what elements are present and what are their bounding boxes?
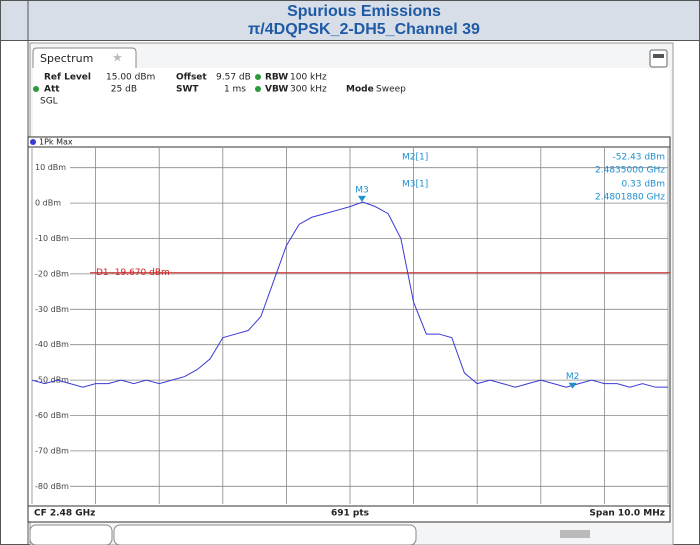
marker: [357, 195, 366, 202]
setting-label: SWT: [176, 85, 199, 95]
footer-cf: CF 2.48 GHz: [34, 509, 95, 519]
y-tick-label: -40 dBm: [35, 340, 69, 349]
setting-value: 25 dB: [111, 85, 137, 95]
y-tick-label: -30 dBm: [35, 305, 69, 314]
trace-label: 1Pk Max: [39, 138, 73, 147]
footer-points: 691 pts: [331, 509, 369, 519]
menu-icon: [653, 54, 664, 58]
setting-label: Mode: [346, 85, 374, 95]
spectrum-tab[interactable]: [32, 47, 137, 68]
softkey[interactable]: [29, 524, 113, 545]
y-tick-label: -10 dBm: [35, 234, 69, 243]
marker-table-label: M3[1]: [402, 180, 428, 190]
y-tick-label: 0 dBm: [35, 199, 61, 208]
setting-value: 300 kHz: [290, 85, 327, 95]
tab-icon: ★: [112, 51, 123, 65]
y-tick-label: -70 dBm: [35, 446, 69, 455]
settings-panel: [33, 68, 670, 136]
menu-button[interactable]: [649, 49, 668, 68]
marker: [568, 382, 577, 389]
setting-label: RBW: [265, 73, 288, 83]
marker-name: M2: [566, 372, 580, 382]
header-cell: [0, 0, 700, 41]
setting-label: VBW: [265, 85, 288, 95]
subtitle: π/4DQPSK_2-DH5_Channel 39: [248, 21, 480, 38]
marker-table-x: 2.4835000 GHz: [595, 166, 665, 176]
footer-span: Span 10.0 MHz: [589, 509, 665, 519]
y-tick-label: -80 dBm: [35, 482, 69, 491]
setting-value: 9.57 dB: [216, 73, 251, 83]
trace-indicator: [30, 139, 36, 145]
setting-label: Att: [44, 85, 60, 95]
setting-label: Offset: [176, 73, 207, 83]
status-dot: [255, 74, 261, 80]
setting-value: 15.00 dBm: [106, 73, 155, 83]
status-dot: [255, 86, 261, 92]
setting-label: Ref Level: [44, 73, 91, 83]
status-dot: [33, 86, 39, 92]
y-tick-label: -20 dBm: [35, 269, 69, 278]
title: Spurious Emissions: [287, 3, 441, 20]
setting-value: 1 ms: [224, 85, 246, 95]
trace: [31, 201, 668, 388]
plot-frame: [27, 136, 671, 523]
softkey[interactable]: [113, 524, 417, 545]
setting-value: SGL: [40, 97, 58, 107]
marker-table-x: 2.4801880 GHz: [595, 193, 665, 203]
marker-table-y: 0.33 dBm: [621, 180, 665, 190]
y-tick-label: -50 dBm: [35, 376, 69, 385]
y-tick-label: 10 dBm: [35, 163, 66, 172]
setting-value: 100 kHz: [290, 73, 327, 83]
tab-label: Spectrum: [40, 52, 93, 65]
status-indicator: [560, 530, 590, 538]
marker-table-label: M2[1]: [402, 153, 428, 163]
display-line-label: D1 -19.670 dBm: [96, 268, 170, 278]
y-tick-label: -60 dBm: [35, 411, 69, 420]
marker-name: M3: [355, 185, 369, 195]
setting-value: Sweep: [376, 85, 406, 95]
marker-table-y: -52.43 dBm: [612, 153, 665, 163]
